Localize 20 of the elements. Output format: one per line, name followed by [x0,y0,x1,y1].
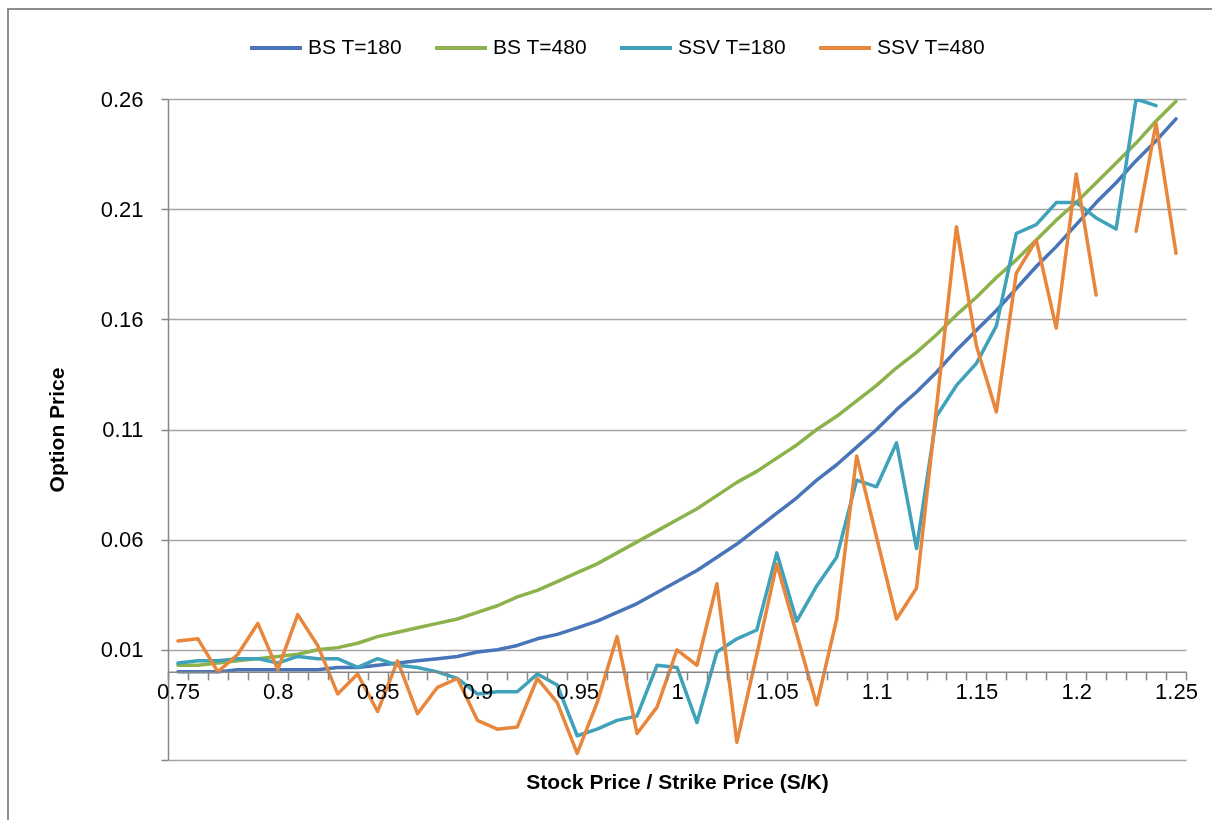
x-tick-label: 1.15 [955,679,999,705]
y-axis-title: Option Price [44,367,68,493]
x-tick-label: 1.2 [1061,679,1093,705]
x-tick-label: 0.75 [157,679,200,705]
y-tick-label: 0.16 [100,306,144,332]
legend-label: BS T=480 [493,35,587,58]
legend-label: SSV T=480 [877,35,985,58]
x-axis-title: Stock Price / Strike Price (S/K) [526,770,829,794]
x-tick-label: 1.25 [1155,679,1198,705]
y-tick-label: 0.06 [100,527,144,553]
legend-label: BS T=180 [308,35,402,58]
y-tick-label: 0.21 [100,196,144,222]
y-tick-label: 0.01 [100,637,144,663]
x-tick-label: 1.05 [755,679,799,705]
x-tick-label: 1 [671,679,684,705]
legend-label: SSV T=180 [678,35,786,58]
x-tick-label: 1.1 [861,679,893,705]
y-tick-label: 0.11 [102,417,144,442]
x-tick-label: 0.8 [262,679,294,705]
y-tick-label: 0.26 [100,86,144,112]
